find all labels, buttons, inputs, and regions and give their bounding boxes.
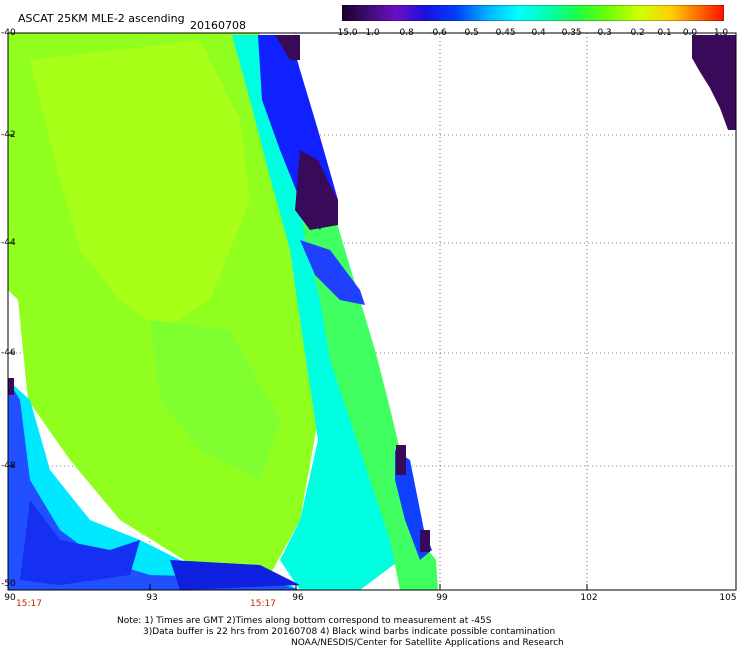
- lon-label: 105: [719, 593, 737, 603]
- swath-northeast-corner: [692, 35, 736, 130]
- axis-ticks: [7, 32, 737, 591]
- lat-label: -42: [1, 130, 16, 140]
- colorbar: [342, 5, 724, 21]
- swath-purple: [8, 35, 430, 552]
- map-title: ASCAT 25KM MLE-2 ascending: [18, 12, 185, 25]
- lon-label: 96: [292, 593, 304, 603]
- map-date: 20160708: [190, 19, 246, 32]
- footer-credit: NOAA/NESDIS/Center for Satellite Applica…: [291, 638, 564, 648]
- lon-label: 93: [146, 593, 158, 603]
- lat-label: -50: [1, 579, 16, 589]
- colorbar-gradient: [342, 5, 724, 21]
- lat-label: -48: [1, 461, 16, 471]
- time-label: 15:17: [16, 599, 42, 609]
- lon-label: 90: [4, 593, 16, 603]
- swath-cyan-band: [8, 35, 400, 590]
- lon-label: 99: [436, 593, 448, 603]
- map-frame: [7, 32, 737, 591]
- swath-main: [8, 33, 318, 575]
- footer-note-1: Note: 1) Times are GMT 2)Times along bot…: [117, 616, 492, 626]
- lat-label: -44: [1, 238, 16, 248]
- lon-label: 102: [580, 593, 598, 603]
- swath-blue-southwest: [8, 380, 300, 590]
- lat-label: -40: [1, 28, 16, 38]
- time-label: 15:17: [250, 599, 276, 609]
- lat-label: -46: [1, 348, 16, 358]
- footer-note-2: 3)Data buffer is 22 hrs from 20160708 4)…: [143, 627, 556, 637]
